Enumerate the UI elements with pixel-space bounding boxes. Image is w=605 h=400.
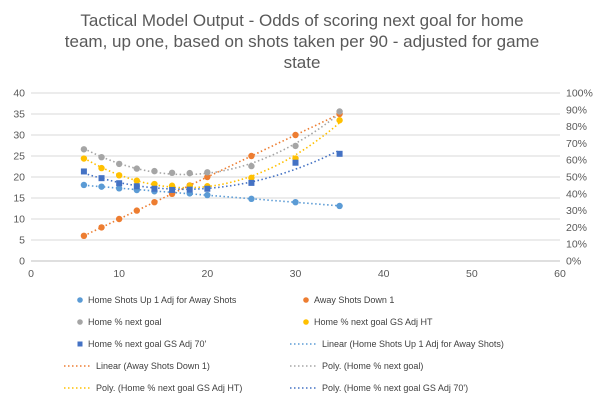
data-point <box>98 224 105 231</box>
x-tick-label: 20 <box>201 268 213 280</box>
data-point <box>80 168 87 175</box>
x-tick-label: 0 <box>28 268 34 280</box>
y-left-tick-label: 15 <box>13 193 25 205</box>
y-left-tick-label: 30 <box>13 130 25 142</box>
data-point <box>248 195 255 203</box>
legend-swatch <box>77 319 83 325</box>
y-right-tick-label: 10% <box>566 239 587 251</box>
data-point <box>80 146 88 153</box>
data-point <box>151 199 158 206</box>
y-right-tick-label: 50% <box>566 172 587 184</box>
legend-label: Home % next goal GS Adj 70' <box>88 339 207 349</box>
data-point <box>151 180 158 188</box>
data-points <box>80 108 343 239</box>
chart-title: Tactical Model Output - Odds of scoring … <box>65 11 539 72</box>
legend: Home Shots Up 1 Adj for Away Shots Away S… <box>64 295 504 393</box>
gridlines <box>31 92 560 262</box>
y-right-tick-label: 0% <box>566 256 581 268</box>
trendline <box>83 149 340 191</box>
legend-label: Home % next goal <box>88 317 162 327</box>
data-point <box>133 207 140 214</box>
legend-label: Poly. (Home % next goal GS Adj HT) <box>96 383 242 393</box>
y-left-tick-label: 25 <box>13 151 25 163</box>
data-point <box>80 181 88 189</box>
legend-label: Poly. (Home % next goal GS Adj 70') <box>322 383 468 393</box>
legend-swatch <box>303 297 309 303</box>
data-point <box>115 160 123 168</box>
data-point <box>168 169 176 176</box>
y-left-tick-label: 5 <box>19 235 25 247</box>
data-point <box>336 108 343 115</box>
data-point <box>80 232 88 239</box>
data-point <box>292 159 299 166</box>
data-point <box>336 117 343 124</box>
legend-swatch <box>77 341 83 347</box>
y-right-tick-label: 70% <box>566 138 587 150</box>
trendline <box>83 122 341 189</box>
data-point <box>151 185 158 192</box>
data-point <box>186 186 193 193</box>
data-point <box>151 167 158 175</box>
data-point <box>248 174 255 182</box>
data-point <box>98 153 105 161</box>
y-left-tick-label: 10 <box>13 214 25 226</box>
data-point <box>248 152 255 160</box>
data-point <box>133 177 140 184</box>
data-point <box>186 169 193 177</box>
data-point <box>115 185 123 192</box>
data-point <box>98 183 105 190</box>
data-point <box>169 186 176 193</box>
data-point <box>80 155 88 162</box>
chart-title-line-1: Tactical Model Output - Odds of scoring … <box>80 11 523 30</box>
data-point <box>336 202 343 210</box>
data-point <box>116 180 123 187</box>
x-tick-label: 50 <box>466 268 478 280</box>
x-tick-label: 40 <box>378 268 390 280</box>
legend-label: Home Shots Up 1 Adj for Away Shots <box>88 295 237 305</box>
trendline <box>83 184 340 207</box>
y-right-tick-label: 80% <box>566 121 587 133</box>
legend-label: Poly. (Home % next goal) <box>322 361 423 371</box>
data-point <box>115 172 123 179</box>
y-right-tick-label: 90% <box>566 104 587 116</box>
x-tick-label: 30 <box>290 268 302 280</box>
legend-label: Home % next goal GS Adj HT <box>314 317 433 327</box>
axes: 0 5 10 15 20 25 30 35 40 0% 10% 20% 30% 40% 50% 60% 70% 8… <box>13 88 593 281</box>
data-point <box>115 215 123 223</box>
y-left-tick-label: 35 <box>13 109 25 121</box>
x-tick-label: 10 <box>113 268 125 280</box>
y-right-tick-label: 60% <box>566 155 587 167</box>
legend-label: Away Shots Down 1 <box>314 295 394 305</box>
data-point <box>248 179 255 186</box>
x-tick-label: 60 <box>554 268 566 280</box>
y-right-tick-label: 30% <box>566 205 587 217</box>
legend-label: Linear (Home Shots Up 1 Adj for Away Sho… <box>322 339 504 349</box>
chart-title-line-3: state <box>284 53 321 72</box>
data-point <box>292 131 299 139</box>
data-point <box>204 185 211 192</box>
data-point <box>292 199 299 206</box>
data-point <box>336 150 343 157</box>
y-left-tick-label: 20 <box>13 172 25 184</box>
data-point <box>98 164 105 172</box>
data-point <box>98 175 105 182</box>
legend-swatch <box>303 319 309 325</box>
data-point <box>204 173 211 181</box>
chart-title-line-2: team, up one, based on shots taken per 9… <box>65 32 539 51</box>
data-point <box>133 183 140 190</box>
data-point <box>133 165 140 172</box>
legend-swatch <box>77 297 83 303</box>
data-point <box>248 162 255 170</box>
y-right-tick-label: 20% <box>566 222 587 234</box>
y-right-tick-label: 40% <box>566 188 587 200</box>
data-point <box>204 191 211 199</box>
data-point <box>204 169 211 176</box>
legend-label: Linear (Away Shots Down 1) <box>96 361 210 371</box>
data-point <box>292 142 299 150</box>
trendline <box>83 113 341 176</box>
y-left-tick-label: 0 <box>19 256 25 268</box>
y-left-tick-label: 40 <box>13 88 25 100</box>
y-right-tick-label: 100% <box>566 88 593 100</box>
